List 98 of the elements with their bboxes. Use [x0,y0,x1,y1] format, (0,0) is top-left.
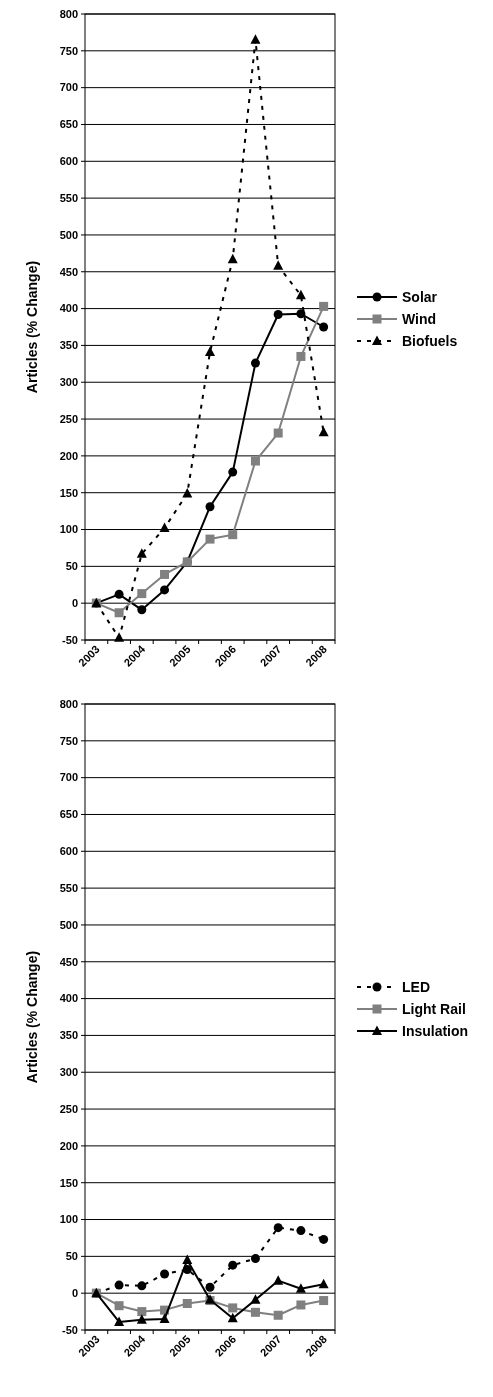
point [296,1300,306,1310]
y-axis-title: Articles (% Change) [24,260,40,394]
point [273,1310,283,1320]
point [160,585,170,595]
point [319,301,329,311]
point [114,632,125,642]
y-tick-label: 800 [59,7,78,20]
y-tick-label: 250 [59,1102,78,1115]
y-tick-label: 150 [59,486,78,499]
y-tick-label: 300 [59,1066,78,1079]
y-tick-label: 500 [59,228,78,241]
y-tick-label: 50 [65,1250,78,1263]
y-tick-label: 500 [59,918,78,931]
point [205,1282,215,1292]
point [227,253,238,264]
point [205,502,215,512]
point [250,358,260,368]
point [137,589,147,599]
point [182,1298,192,1308]
point [114,1280,124,1290]
point [273,1223,283,1233]
y-tick-label: 750 [59,44,78,57]
point [228,1303,238,1313]
y-tick-label: 550 [59,191,78,204]
point [250,1254,260,1264]
y-tick-label: 450 [59,955,78,968]
legend-label: Insulation [402,1022,469,1039]
point [137,1281,147,1291]
y-tick-label: 400 [59,302,78,315]
point [182,1254,193,1265]
point [114,589,124,599]
y-tick-label: 350 [59,1029,78,1042]
point [318,426,329,437]
point [273,1275,284,1285]
point [114,1301,124,1311]
y-tick-label: 50 [65,560,78,573]
point [136,1314,147,1324]
y-tick-label: 800 [59,697,78,710]
legend-label: Solar [402,288,438,305]
point [295,289,306,300]
point [137,605,147,615]
y-tick-label: -50 [62,633,78,646]
point [182,487,193,498]
point [250,456,260,466]
y-tick-label: 650 [59,808,78,821]
point [319,322,329,332]
point [205,346,215,357]
point [228,467,238,477]
point [273,428,283,438]
point [296,351,306,361]
y-tick-label: 350 [59,339,78,352]
y-tick-label: 250 [59,412,78,425]
point [160,569,170,579]
point [318,1278,329,1289]
point [159,522,170,533]
point [114,1316,125,1326]
y-axis-title: Articles (% Change) [24,950,40,1084]
y-tick-label: 650 [59,118,78,131]
point [250,34,261,44]
y-tick-label: 600 [59,155,78,168]
point [160,1269,170,1279]
point [296,1226,306,1236]
y-tick-label: 200 [59,1139,78,1152]
point [273,309,283,319]
y-tick-label: 600 [59,845,78,858]
y-tick-label: 100 [59,523,78,536]
point [250,1307,260,1317]
y-tick-label: 550 [59,881,78,894]
y-tick-label: 150 [59,1176,78,1189]
legend-label: LED [402,978,430,995]
y-tick-label: 700 [59,81,78,94]
point [136,548,147,558]
legend-label: Wind [402,310,437,327]
point [137,1307,147,1317]
point [114,608,124,618]
point [296,309,306,319]
y-tick-label: 100 [59,1213,78,1226]
y-tick-label: 400 [59,992,78,1005]
point [159,1313,170,1323]
y-tick-label: 750 [59,734,78,747]
point [273,260,284,270]
point [228,530,238,540]
y-tick-label: 300 [59,376,78,389]
point [295,1283,306,1293]
point [319,1234,329,1244]
y-tick-label: 0 [71,1287,78,1300]
y-tick-label: 0 [71,597,78,610]
point [205,534,215,544]
legend-label: Light Rail [402,1000,466,1017]
legend-label: Biofuels [402,332,458,349]
y-tick-label: 200 [59,449,78,462]
y-tick-label: 700 [59,771,78,784]
point [250,1294,261,1304]
y-tick-label: -50 [62,1323,78,1336]
point [228,1260,238,1270]
y-tick-label: 450 [59,265,78,278]
point [227,1312,238,1323]
point [319,1296,329,1306]
